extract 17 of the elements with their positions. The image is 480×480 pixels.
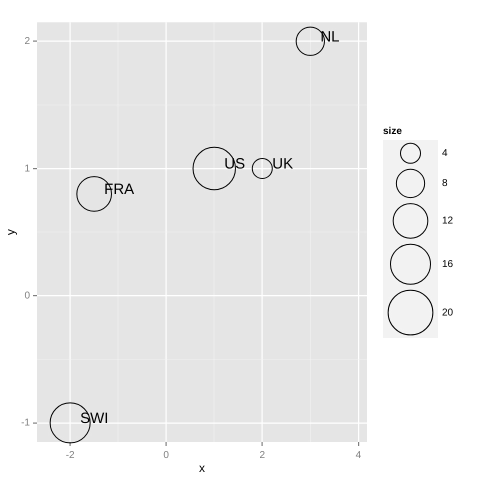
legend-title: size xyxy=(383,126,402,138)
y-tick-label: 0 xyxy=(24,290,30,302)
y-tick-label: -1 xyxy=(21,418,30,429)
legend-label: 4 xyxy=(442,148,448,160)
x-tick-label: 0 xyxy=(163,450,170,461)
annotation: UK xyxy=(272,156,294,173)
legend-label: 20 xyxy=(442,307,454,318)
y-tick-label: 1 xyxy=(24,163,30,174)
legend-label: 12 xyxy=(442,216,454,227)
y-tick-label: 2 xyxy=(24,36,30,48)
y-axis-title: y xyxy=(4,229,18,236)
x-tick-label: -2 xyxy=(66,450,76,461)
x-tick-label: 2 xyxy=(260,450,266,461)
legend-label: 8 xyxy=(442,178,448,190)
x-axis-title: x xyxy=(199,461,205,476)
legend-label: 16 xyxy=(442,258,454,270)
x-tick-label: 4 xyxy=(356,450,362,461)
